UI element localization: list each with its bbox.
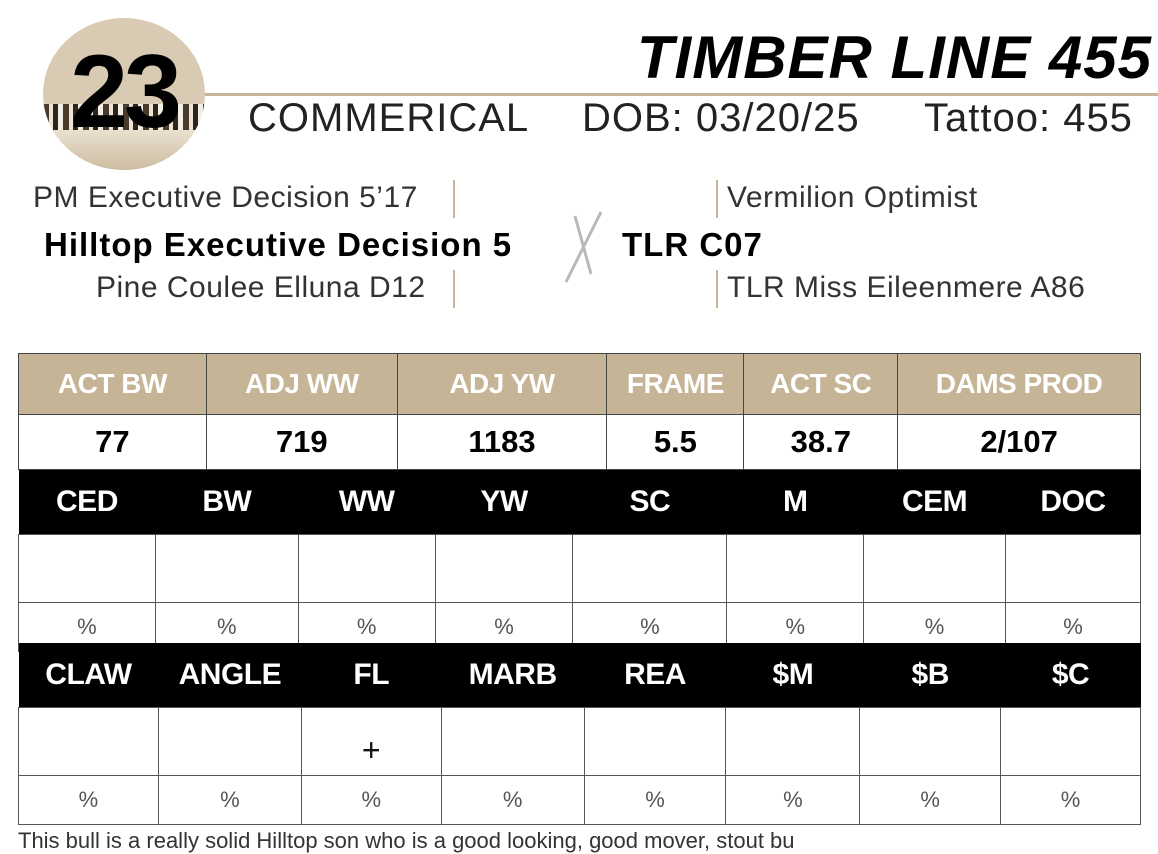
epd-value — [434, 534, 574, 603]
pedigree-sire-dam: Pine Coulee Elluna D12 — [96, 271, 426, 304]
epd-table-1: CED BW WW YW SC M CEM DOC % % % % % % % … — [18, 470, 1141, 652]
epd-header: M — [726, 470, 864, 535]
epd-value — [440, 707, 585, 776]
epd-value-row — [18, 534, 1141, 603]
performance-header-row: ACT BW ADJ WW ADJ YW FRAME ACT SC DAMS P… — [18, 353, 1141, 415]
epd-value — [1000, 707, 1141, 776]
epd-header: $B — [859, 643, 1001, 708]
pedigree-dam-sire: Vermilion Optimist — [727, 181, 978, 214]
epd-header: WW — [298, 470, 436, 535]
performance-header: ADJ WW — [205, 353, 398, 415]
animal-tattoo: Tattoo: 455 — [924, 96, 1133, 140]
epd-header: CEM — [863, 470, 1006, 535]
epd-value — [1005, 534, 1141, 603]
epd-value — [863, 534, 1007, 603]
pedigree-sire-sire: PM Executive Decision 5’17 — [33, 181, 418, 214]
lot-number: 23 — [70, 34, 182, 150]
epd-value — [726, 534, 865, 603]
epd-value — [18, 534, 156, 603]
badge-photo-band — [43, 104, 205, 130]
pedigree-divider — [453, 180, 455, 218]
epd-value — [157, 707, 302, 776]
epd-header: CLAW — [18, 643, 159, 708]
epd-percent: % — [157, 775, 302, 825]
performance-header: DAMS PROD — [897, 353, 1141, 415]
epd-header: $M — [725, 643, 860, 708]
bull-description: This bull is a really solid Hilltop son … — [18, 828, 795, 853]
performance-header: ADJ YW — [396, 353, 608, 415]
epd-value-row: + — [18, 707, 1141, 776]
performance-value: 38.7 — [743, 414, 899, 470]
epd-percent: % — [725, 775, 861, 825]
epd-percent-row: % % % % % % % % — [18, 775, 1141, 825]
pedigree-dam-dam: TLR Miss Eileenmere A86 — [727, 271, 1086, 304]
epd-percent: % — [300, 775, 442, 825]
performance-value-row: 77 719 1183 5.5 38.7 2/107 — [18, 414, 1141, 470]
epd-header: MARB — [441, 643, 585, 708]
epd-value — [725, 707, 861, 776]
lot-badge: 23 — [43, 18, 205, 170]
epd-header: ANGLE — [158, 643, 302, 708]
epd-header: SC — [572, 470, 727, 535]
animal-type: COMMERICAL — [248, 96, 530, 140]
pedigree-divider — [453, 270, 455, 308]
performance-value: 719 — [205, 414, 398, 470]
epd-header: CED — [18, 470, 156, 535]
pedigree-cross-icon — [564, 211, 603, 283]
performance-header: FRAME — [606, 353, 745, 415]
performance-header: ACT BW — [18, 353, 207, 415]
epd-table-2: CLAW ANGLE FL MARB REA $M $B $C + % % % … — [18, 643, 1141, 825]
epd-value — [297, 534, 436, 603]
epd-value — [572, 534, 728, 603]
epd-header: BW — [155, 470, 299, 535]
performance-value: 5.5 — [606, 414, 745, 470]
animal-name: TIMBER LINE 455 — [636, 24, 1152, 91]
epd-percent: % — [18, 775, 159, 825]
performance-table: ACT BW ADJ WW ADJ YW FRAME ACT SC DAMS P… — [18, 353, 1141, 470]
epd-percent: % — [440, 775, 585, 825]
epd-header-row: CED BW WW YW SC M CEM DOC — [18, 470, 1141, 535]
epd-header: DOC — [1005, 470, 1141, 535]
badge-photo-ground — [43, 130, 205, 170]
epd-header: YW — [435, 470, 573, 535]
epd-percent: % — [1000, 775, 1141, 825]
epd-percent: % — [583, 775, 727, 825]
epd-value: + — [300, 707, 442, 776]
epd-value — [583, 707, 727, 776]
performance-value: 1183 — [396, 414, 608, 470]
epd-header: $C — [1000, 643, 1141, 708]
epd-value — [18, 707, 159, 776]
title-divider — [205, 93, 1158, 96]
epd-header: REA — [584, 643, 726, 708]
epd-percent: % — [859, 775, 1002, 825]
epd-header: FL — [301, 643, 442, 708]
epd-header-row: CLAW ANGLE FL MARB REA $M $B $C — [18, 643, 1141, 708]
pedigree-dam: TLR C07 — [622, 226, 763, 263]
performance-header: ACT SC — [743, 353, 899, 415]
performance-value: 2/107 — [897, 414, 1141, 470]
epd-value — [859, 707, 1002, 776]
animal-dob: DOB: 03/20/25 — [582, 96, 860, 140]
pedigree-divider — [716, 180, 718, 218]
pedigree-divider — [716, 270, 718, 308]
pedigree-sire: Hilltop Executive Decision 5 — [44, 226, 513, 263]
epd-value — [154, 534, 299, 603]
performance-value: 77 — [18, 414, 207, 470]
